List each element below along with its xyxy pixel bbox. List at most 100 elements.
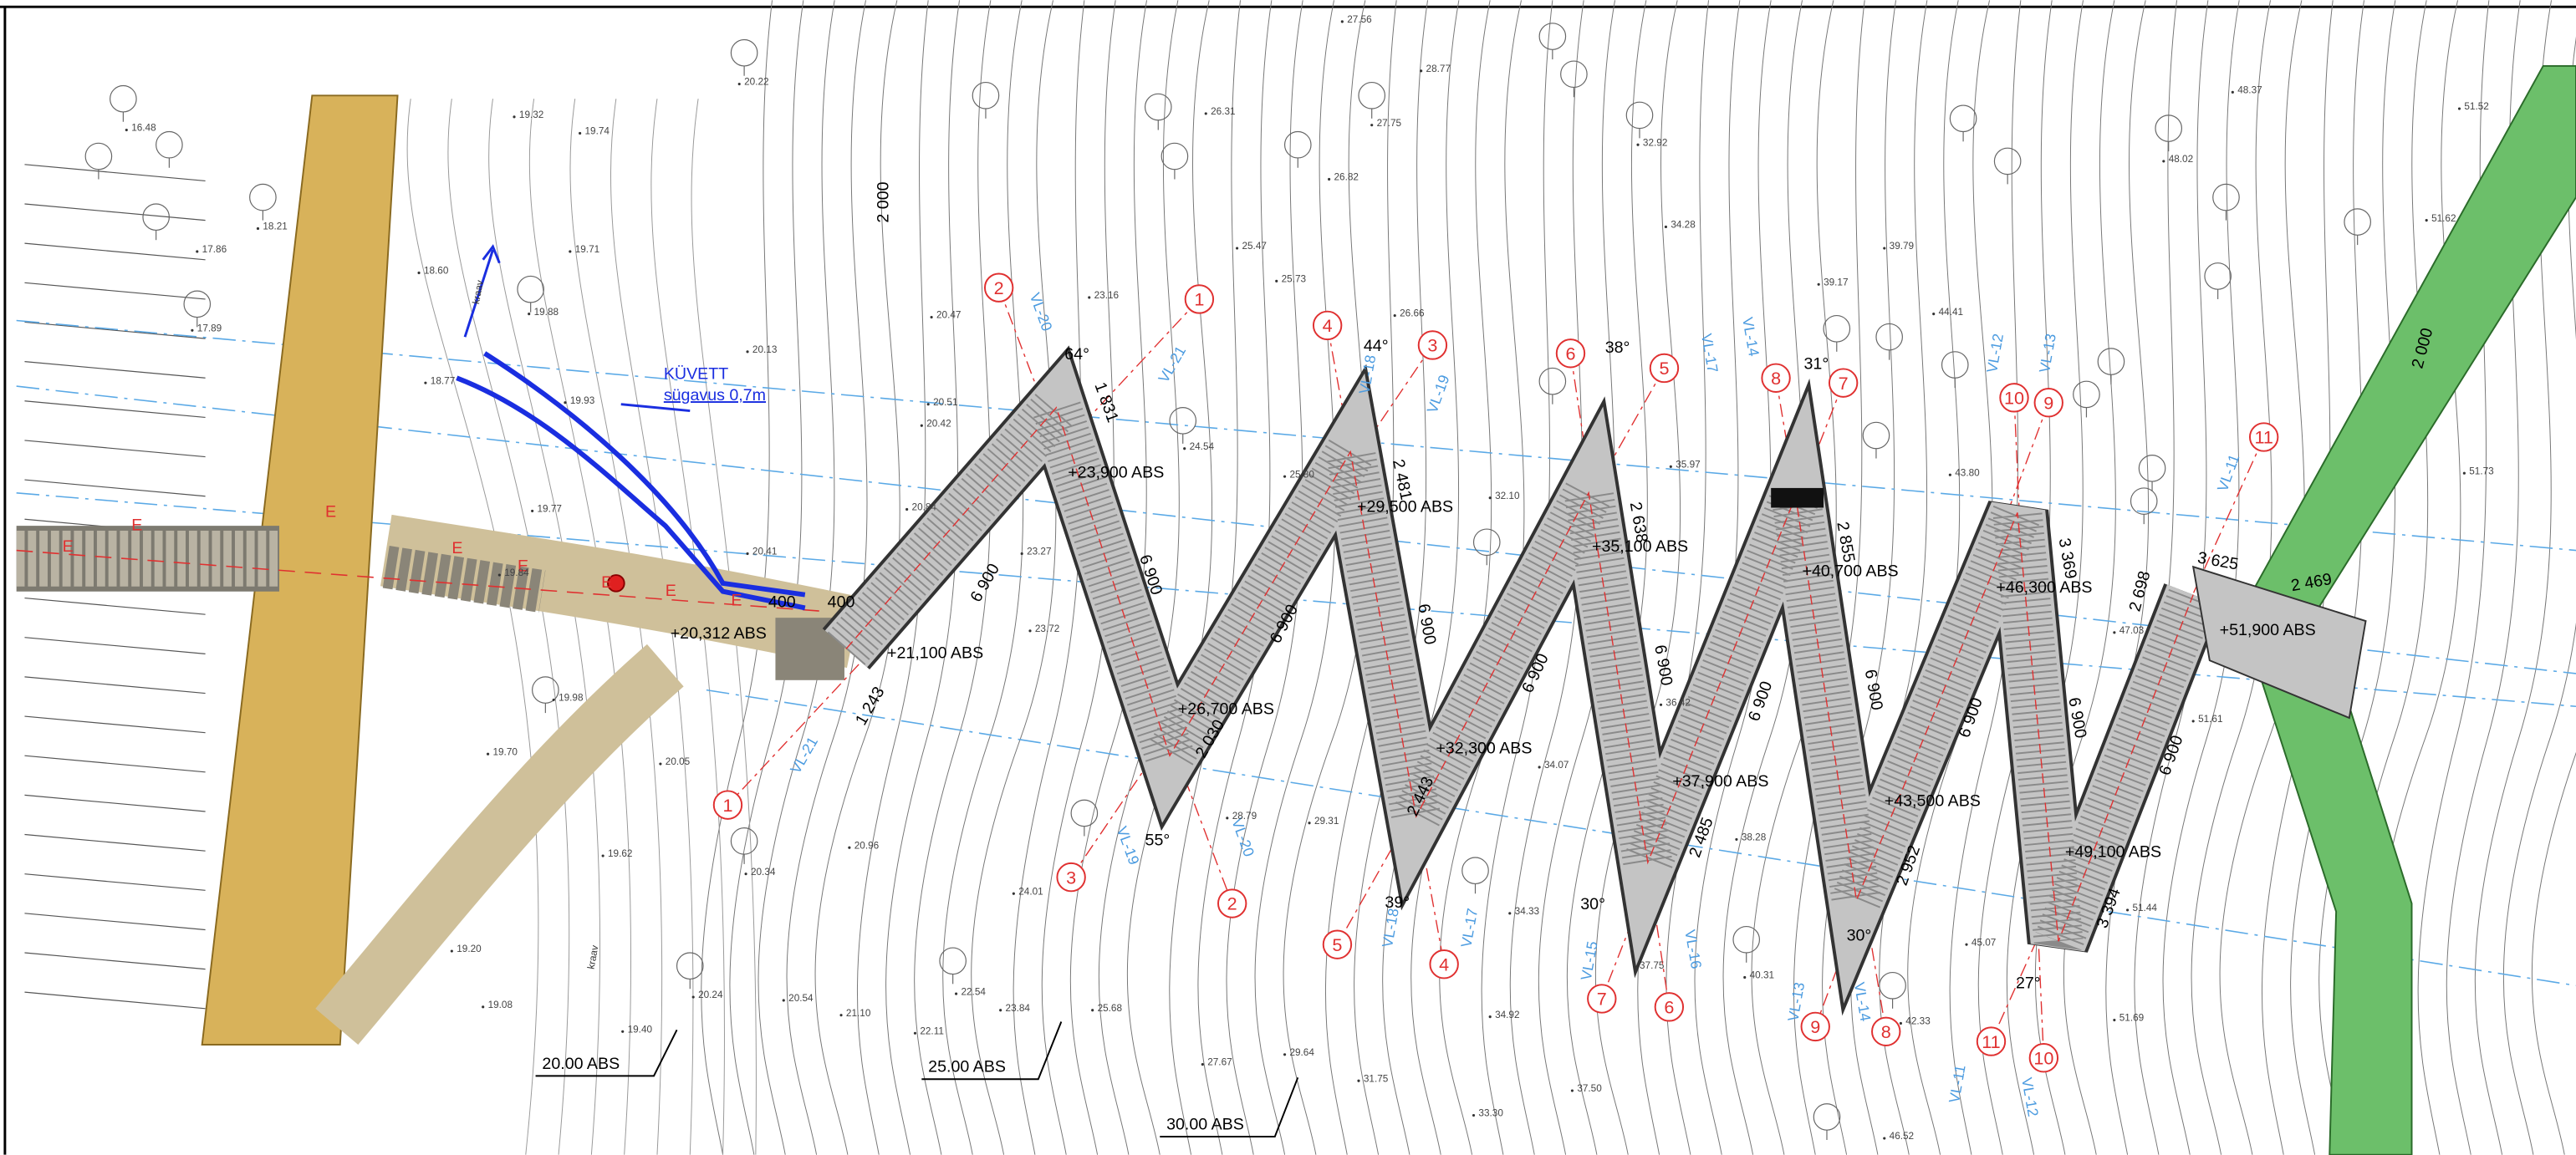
power-line-label: E [601, 573, 612, 592]
contour-line [569, 99, 663, 1155]
spot-height: 35.97 [1676, 460, 1700, 471]
spot-point [746, 552, 749, 556]
contour-line [885, 0, 961, 1155]
spot-point [955, 992, 958, 995]
abs-level: +37,900 ABS [1672, 772, 1768, 791]
ditch-title: KÜVETT [664, 365, 728, 384]
hatch-line [24, 479, 206, 497]
spot-height: 33.30 [1478, 1108, 1503, 1119]
spot-height: 37.50 [1577, 1083, 1602, 1094]
spot-height: 31.75 [1364, 1073, 1389, 1084]
contour-line [1481, 0, 1553, 1155]
spot-point [487, 752, 490, 756]
hatch-line [24, 321, 206, 339]
ditch-arrow [463, 244, 501, 338]
axis-marker-label: 4 [1323, 315, 1333, 336]
contour-line [1509, 0, 1584, 1155]
abs-level: +20,312 ABS [671, 624, 767, 643]
spot-height: 40.31 [1750, 970, 1774, 981]
spot-height: 26.66 [1400, 308, 1425, 319]
stair-axis [845, 406, 2194, 942]
spot-point [1669, 465, 1672, 468]
spot-point [2113, 631, 2116, 634]
spot-height: 19.32 [519, 109, 543, 120]
axis-marker-label: 9 [1810, 1016, 1820, 1037]
spot-point [191, 328, 194, 332]
hatch-line [24, 440, 206, 458]
spot-height: 45.07 [1972, 937, 1996, 948]
spot-height: 19.70 [492, 746, 518, 757]
axis-marker-label: 11 [2254, 427, 2272, 448]
spot-height: 51.44 [2132, 903, 2157, 913]
spot-point [1488, 1015, 1492, 1019]
spot-point [1283, 1053, 1287, 1056]
spot-point [1283, 475, 1287, 478]
spot-point [2231, 90, 2234, 94]
spot-point [930, 315, 933, 319]
axis-marker [1322, 929, 1353, 959]
dimension: 400 [768, 593, 796, 612]
spot-point [839, 1014, 843, 1017]
axis-marker-label: 10 [2033, 1047, 2053, 1068]
hatch-line [24, 715, 206, 734]
spot-point [913, 1031, 917, 1035]
spot-height: 17.89 [197, 323, 222, 333]
spot-point [1370, 124, 1374, 127]
spot-height: 19.08 [488, 1000, 513, 1010]
spot-height: 26.82 [1334, 172, 1359, 183]
power-line-label: E [518, 557, 528, 575]
hatch-line [24, 597, 206, 615]
ditch-depth: sügavus 0,7m [664, 386, 766, 405]
spot-height: 32.10 [1495, 491, 1520, 501]
spot-point [579, 131, 582, 135]
ditch-label: kraav [471, 279, 486, 305]
contour-line [1850, 0, 1928, 1155]
axis-marker [1871, 1016, 1901, 1046]
spot-point [125, 128, 128, 132]
spot-point [1508, 912, 1512, 915]
angle: 27° [2016, 974, 2041, 993]
contour-line [2191, 0, 2272, 1155]
contour-line [942, 0, 1024, 1155]
spot-height: 18.77 [431, 375, 455, 386]
axis-marker [1649, 353, 1680, 384]
contour-line [1722, 0, 1804, 1155]
spot-point [1183, 447, 1186, 450]
abs-level: +46,300 ABS [1996, 578, 2092, 597]
axis-marker-label: 6 [1565, 343, 1575, 364]
spot-height: 34.07 [1544, 760, 1569, 771]
spot-point [1328, 177, 1331, 181]
hatch-line [24, 833, 206, 852]
spot-height: 20.47 [936, 310, 961, 321]
axis-marker-label: 1 [1194, 289, 1204, 310]
spot-point [1020, 552, 1023, 556]
contour-line [447, 99, 570, 1155]
green-strip [2249, 64, 2576, 613]
spot-height: 44.41 [1939, 307, 1963, 318]
axis-marker-label: 8 [1771, 368, 1781, 389]
spot-height: 38.28 [1742, 832, 1767, 843]
spot-point [601, 854, 604, 857]
contour-line [406, 99, 539, 1155]
spot-height: 39.79 [1890, 241, 1914, 252]
hatch-line [24, 164, 206, 182]
spot-height: 20.54 [788, 993, 814, 1004]
spot-point [999, 1009, 1002, 1012]
spot-height: 20.22 [744, 77, 768, 88]
spot-point [1899, 1021, 1902, 1025]
spot-height: 19.20 [457, 944, 482, 954]
contour-line [971, 0, 1057, 1155]
axis-marker [1828, 368, 1859, 398]
angle: 30° [1847, 927, 1872, 945]
spot-point [424, 381, 427, 384]
spot-point [569, 250, 572, 253]
spot-point [1472, 1113, 1476, 1117]
hatch-line [24, 913, 206, 931]
axis-marker [1761, 363, 1791, 393]
spot-height: 22.11 [920, 1025, 944, 1036]
spot-point [926, 403, 930, 406]
abs-level: +35,100 ABS [1592, 537, 1688, 556]
spot-point [621, 1030, 625, 1033]
contour-line [2162, 0, 2240, 1155]
spot-point [531, 509, 534, 512]
